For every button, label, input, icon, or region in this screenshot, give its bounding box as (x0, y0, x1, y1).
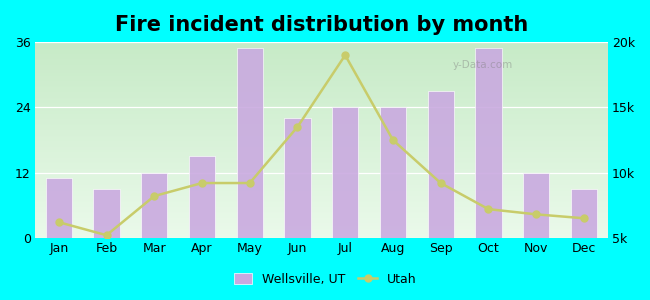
Bar (523, 172, 549, 238)
Bar (475, 47, 502, 238)
Bar (428, 91, 454, 238)
Text: y-Data.com: y-Data.com (453, 60, 514, 70)
Bar (46, 178, 72, 238)
Bar (189, 156, 215, 238)
Bar (284, 118, 311, 238)
Legend: Wellsville, UT, Utah: Wellsville, UT, Utah (229, 268, 421, 291)
Bar (237, 47, 263, 238)
Title: Fire incident distribution by month: Fire incident distribution by month (114, 15, 528, 35)
Bar (380, 107, 406, 238)
Bar (94, 189, 120, 238)
Bar (332, 107, 358, 238)
Bar (571, 189, 597, 238)
Bar (141, 172, 167, 238)
